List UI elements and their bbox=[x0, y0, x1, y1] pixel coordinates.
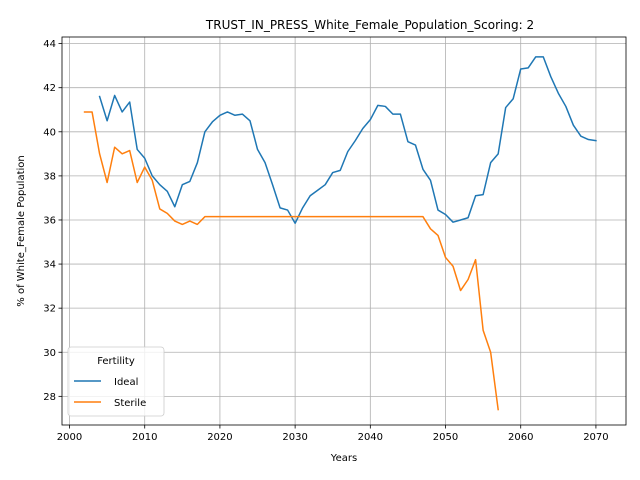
y-tick-label: 44 bbox=[43, 39, 56, 50]
y-tick-label: 36 bbox=[43, 215, 56, 226]
grid bbox=[62, 37, 626, 425]
x-axis-label: Years bbox=[330, 453, 357, 464]
x-tick-label: 2000 bbox=[57, 432, 82, 443]
y-axis: 28 30 32 34 36 38 40 42 44 bbox=[43, 39, 62, 403]
legend: Fertility Ideal Sterile bbox=[67, 346, 165, 417]
x-tick-label: 2060 bbox=[508, 432, 533, 443]
x-tick-label: 2040 bbox=[358, 432, 383, 443]
x-tick-label: 2030 bbox=[282, 432, 307, 443]
y-tick-label: 34 bbox=[43, 260, 56, 271]
legend-box bbox=[67, 346, 165, 417]
legend-label-ideal: Ideal bbox=[114, 377, 138, 388]
x-tick-label: 2070 bbox=[583, 432, 608, 443]
legend-title: Fertility bbox=[97, 356, 135, 367]
plot-frame bbox=[61, 36, 627, 426]
y-tick-label: 28 bbox=[43, 392, 56, 403]
x-tick-label: 2010 bbox=[132, 432, 157, 443]
y-tick-label: 38 bbox=[43, 171, 56, 182]
y-tick-label: 42 bbox=[43, 83, 56, 94]
legend-label-sterile: Sterile bbox=[114, 398, 146, 409]
y-axis-label: % of White_Female Population bbox=[16, 155, 27, 306]
series-line-ideal bbox=[98, 56, 597, 225]
series-layer bbox=[83, 56, 597, 411]
x-tick-label: 2020 bbox=[207, 432, 232, 443]
y-tick-label: 30 bbox=[43, 348, 56, 359]
series-line-sterile bbox=[83, 111, 500, 411]
y-tick-label: 40 bbox=[43, 127, 56, 138]
x-axis: 2000 2010 2020 2030 2040 2050 2060 2070 bbox=[57, 425, 609, 443]
x-tick-label: 2050 bbox=[433, 432, 458, 443]
y-tick-label: 32 bbox=[43, 304, 56, 315]
chart-title: TRUST_IN_PRESS_White_Female_Population_S… bbox=[205, 18, 534, 32]
